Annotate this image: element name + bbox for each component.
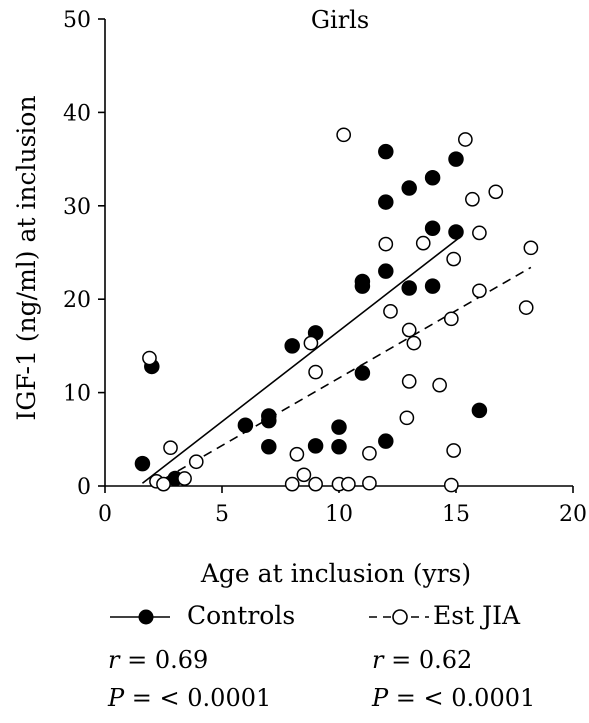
est-jia-regression-line	[151, 266, 532, 487]
y-tick-label: 0	[77, 475, 91, 500]
est-jia-p-stat: P = < 0.0001	[372, 684, 536, 712]
est-jia-data-point	[518, 300, 534, 315]
est-jia-data-point	[378, 236, 394, 252]
est-jia-data-point	[341, 476, 356, 492]
est-jia-data-point	[472, 283, 487, 299]
est-jia-data-point	[296, 467, 312, 483]
controls-data-point	[448, 224, 464, 240]
est-jia-data-point	[383, 303, 398, 319]
est-jia-data-point	[443, 477, 459, 493]
est-jia-data-point	[446, 443, 462, 458]
est-jia-data-point	[399, 410, 415, 426]
x-tick-label: 20	[559, 502, 587, 527]
est-jia-data-point	[465, 191, 480, 207]
est-jia-data-point	[336, 127, 352, 143]
y-axis-label: IGF-1 (ng/ml) at inclusion	[12, 95, 41, 420]
controls-data-point	[354, 365, 371, 381]
est-jia-data-point	[406, 335, 422, 351]
y-tick-label: 20	[63, 288, 91, 313]
est-jia-data-point	[142, 350, 157, 366]
est-jia-data-point	[362, 475, 377, 491]
controls-data-point	[378, 433, 394, 449]
controls-data-point	[237, 417, 254, 434]
legend-est-jia-symbol	[369, 609, 429, 625]
est-jia-data-point	[303, 335, 319, 351]
est-jia-data-point	[177, 471, 192, 486]
legend-controls-symbol	[110, 609, 170, 625]
y-tick-label: 40	[63, 101, 91, 126]
controls-data-point	[424, 170, 441, 186]
axes: 0 5 10 15 20 0 10 20 30 40 50	[63, 8, 587, 527]
y-tick-label: 10	[63, 382, 91, 407]
est-jia-r-stat: r = 0.62	[372, 646, 473, 674]
est-jia-data-point	[443, 311, 459, 327]
controls-data-point	[471, 402, 488, 419]
est-jia-data-point	[156, 476, 171, 492]
legend-est-jia-label: Est JIA	[433, 601, 521, 630]
controls-r-stat: r = 0.69	[108, 646, 209, 674]
controls-p-stat: P = < 0.0001	[108, 684, 272, 712]
y-tick-label: 50	[63, 8, 91, 33]
est-jia-data-point	[308, 476, 323, 492]
est-jia-data-point	[523, 240, 539, 256]
data-points	[134, 127, 539, 493]
controls-data-point	[424, 220, 441, 236]
est-jia-data-point	[458, 132, 473, 147]
controls-data-point	[354, 278, 371, 294]
controls-data-point	[378, 194, 394, 210]
controls-data-point	[134, 455, 151, 472]
est-jia-data-point	[401, 374, 417, 389]
regression-lines	[141, 235, 532, 487]
controls-data-point	[424, 278, 441, 294]
scatter-chart: 0 5 10 15 20 0 10 20 30 40 50 Girls Age at inclusi…	[12, 6, 587, 588]
controls-data-point	[331, 439, 347, 455]
x-tick-label: 15	[442, 502, 470, 527]
legend-controls-label: Controls	[187, 601, 296, 630]
est-jia-data-point	[446, 251, 462, 267]
x-axis-label: Age at inclusion (yrs)	[200, 559, 471, 588]
x-tick-label: 10	[325, 502, 353, 527]
controls-data-point	[284, 338, 300, 354]
est-jia-data-point	[163, 440, 178, 456]
est-jia-data-point	[308, 364, 323, 380]
est-jia-data-point	[415, 235, 431, 251]
est-jia-data-point	[432, 377, 447, 393]
controls-data-point	[401, 280, 417, 296]
controls-data-point	[401, 180, 417, 196]
x-tick-label: 5	[215, 502, 229, 527]
est-jia-data-point	[362, 445, 377, 461]
controls-data-point	[307, 438, 324, 454]
x-tick-label: 0	[98, 502, 112, 527]
controls-data-point	[261, 439, 277, 455]
est-jia-data-point	[401, 322, 417, 338]
est-jia-data-point	[289, 446, 305, 462]
controls-data-point	[378, 143, 394, 160]
controls-regression-line	[141, 235, 462, 484]
controls-data-point	[448, 151, 464, 167]
est-jia-data-point	[284, 476, 300, 492]
est-jia-data-point	[488, 184, 504, 200]
chart-title: Girls	[311, 6, 369, 34]
controls-data-point	[261, 412, 277, 429]
est-jia-data-point	[472, 225, 487, 241]
controls-data-point	[378, 263, 394, 279]
est-jia-data-point	[188, 454, 204, 470]
y-tick-label: 30	[63, 195, 91, 220]
controls-data-point	[331, 419, 347, 435]
